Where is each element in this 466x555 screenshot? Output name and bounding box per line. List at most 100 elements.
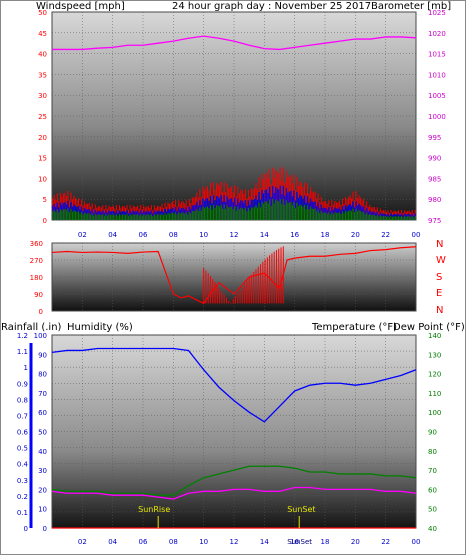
temp-humidity-series <box>51 347 417 529</box>
temperature-tick-label: 40 <box>428 525 437 533</box>
barometer-tick-label: 985 <box>428 175 441 183</box>
temperature-tick-label: 80 <box>428 448 437 456</box>
barometer-tick-label: 1010 <box>428 71 446 79</box>
direction-series <box>51 246 417 305</box>
sunrise-label: SunRise <box>138 505 170 514</box>
rainfall-tick-label: 0 <box>24 525 28 533</box>
temperature-axis-title: Temperature (°F) <box>311 322 397 333</box>
barometer-tick-label: 980 <box>428 196 441 204</box>
windspeed-axis: 0 5 10 15 20 25 30 35 40 45 50 <box>38 9 47 225</box>
barometer-tick-label: 990 <box>428 155 441 163</box>
windspeed-tick-label: 50 <box>38 9 47 17</box>
windspeed-tick-label: 25 <box>38 113 47 121</box>
humidity-tick-label: 40 <box>38 448 47 456</box>
hour-tick-label: 16 <box>290 538 299 546</box>
temperature-axis: 40 50 60 70 80 90 100 110 120 130 140 <box>428 332 441 533</box>
humidity-axis-title: Humidity (%) <box>67 322 133 333</box>
rainfall-tick-label: 0.5 <box>17 445 28 453</box>
direction-tick-label: 360 <box>30 240 43 248</box>
temp-hour-axis: 02 04 06 08 10 12 14 16 18 20 22 00 <box>78 538 421 546</box>
hour-tick-label: 08 <box>169 231 178 239</box>
sun-markers: SunRise SunSet SunSet <box>138 505 315 546</box>
barometer-tick-label: 1015 <box>428 51 446 59</box>
hour-tick-label: 18 <box>321 231 330 239</box>
hour-tick-label: 18 <box>321 538 330 546</box>
humidity-tick-label: 30 <box>38 467 47 475</box>
humidity-tick-label: 70 <box>38 390 47 398</box>
humidity-tick-label: 100 <box>34 332 47 340</box>
hour-tick-label: 06 <box>139 231 148 239</box>
wind-direction-line <box>51 246 417 305</box>
hour-tick-label: 06 <box>139 538 148 546</box>
hour-tick-label: 22 <box>381 538 390 546</box>
hour-tick-label: 20 <box>351 538 360 546</box>
compass-label: N <box>436 305 443 316</box>
barometer-tick-label: 995 <box>428 134 441 142</box>
humidity-tick-label: 50 <box>38 429 47 437</box>
temperature-tick-label: 110 <box>428 390 441 398</box>
hour-tick-label: 12 <box>230 538 239 546</box>
hour-tick-label: 14 <box>260 231 269 239</box>
rainfall-tick-label: 1 <box>24 364 28 372</box>
temperature-line <box>51 465 417 496</box>
temperature-tick-label: 90 <box>428 429 437 437</box>
humidity-tick-label: 10 <box>38 506 47 514</box>
rainfall-axis: 0 0.1 0.2 0.3 0.4 0.5 0.6 0.7 0.8 0.9 1 1.1 1.2 <box>17 332 33 533</box>
temperature-tick-label: 70 <box>428 467 437 475</box>
temperature-tick-label: 130 <box>428 351 441 359</box>
wind-hour-axis: 02 04 06 08 10 12 14 16 18 20 22 00 <box>78 231 421 239</box>
barometer-tick-label: 1000 <box>428 113 446 121</box>
barometer-tick-label: 1025 <box>428 9 446 17</box>
humidity-tick-label: 80 <box>38 371 47 379</box>
temperature-tick-label: 60 <box>428 486 437 494</box>
barometer-tick-label: 975 <box>428 217 441 225</box>
hour-tick-label: 00 <box>412 538 421 546</box>
barometer-axis-title: Barometer [mb] <box>371 1 451 12</box>
compass-label: S <box>436 272 442 283</box>
rainfall-tick-label: 0.2 <box>17 493 28 501</box>
hour-tick-label: 04 <box>108 538 117 546</box>
hour-tick-label: 08 <box>169 538 178 546</box>
graph-title: 24 hour graph day : November 25 2017 <box>172 1 371 12</box>
direction-tick-label: 270 <box>30 257 43 265</box>
windspeed-tick-label: 45 <box>38 30 47 38</box>
rainfall-tick-label: 0.1 <box>17 509 28 517</box>
hour-tick-label: 12 <box>230 231 239 239</box>
barometer-tick-label: 1005 <box>428 92 446 100</box>
dewpoint-line <box>51 486 417 500</box>
temperature-tick-label: 50 <box>428 506 437 514</box>
barometer-axis: 975 980 985 990 995 1000 1005 1010 1015 1020 1025 <box>428 9 446 225</box>
humidity-tick-label: 60 <box>38 409 47 417</box>
sunset-axis-label: SunSet <box>287 538 312 546</box>
temperature-tick-label: 100 <box>428 409 441 417</box>
windspeed-tick-label: 20 <box>38 134 47 142</box>
hour-tick-label: 02 <box>78 538 87 546</box>
humidity-tick-label: 90 <box>38 351 47 359</box>
hour-tick-label: 20 <box>351 231 360 239</box>
humidity-tick-label: 0 <box>43 525 47 533</box>
compass-label: W <box>436 255 446 266</box>
hour-tick-label: 10 <box>199 231 208 239</box>
rainfall-tick-label: 0.3 <box>17 477 28 485</box>
sunset-label: SunSet <box>287 505 315 514</box>
humidity-axis: 0 10 20 30 40 50 60 70 80 90 100 <box>34 332 47 533</box>
rainfall-axis-title: Rainfall (.in) <box>1 322 62 333</box>
hour-tick-label: 02 <box>78 231 87 239</box>
temperature-tick-label: 140 <box>428 332 441 340</box>
rainfall-tick-label: 1.2 <box>17 332 28 340</box>
rainfall-tick-label: 0.9 <box>17 380 28 388</box>
direction-tick-label: 0 <box>39 308 43 316</box>
direction-grid <box>52 242 417 312</box>
wind-baro-series <box>52 35 417 51</box>
humidity-line <box>51 347 417 423</box>
rainfall-tick-label: 1.1 <box>17 348 28 356</box>
direction-tick-label: 180 <box>30 274 43 282</box>
wind-baro-grid <box>52 11 417 221</box>
compass-label: E <box>436 288 442 299</box>
temperature-tick-label: 120 <box>428 371 441 379</box>
windspeed-tick-label: 0 <box>43 217 47 225</box>
hour-tick-label: 14 <box>260 538 269 546</box>
direction-tick-label: 90 <box>34 291 43 299</box>
